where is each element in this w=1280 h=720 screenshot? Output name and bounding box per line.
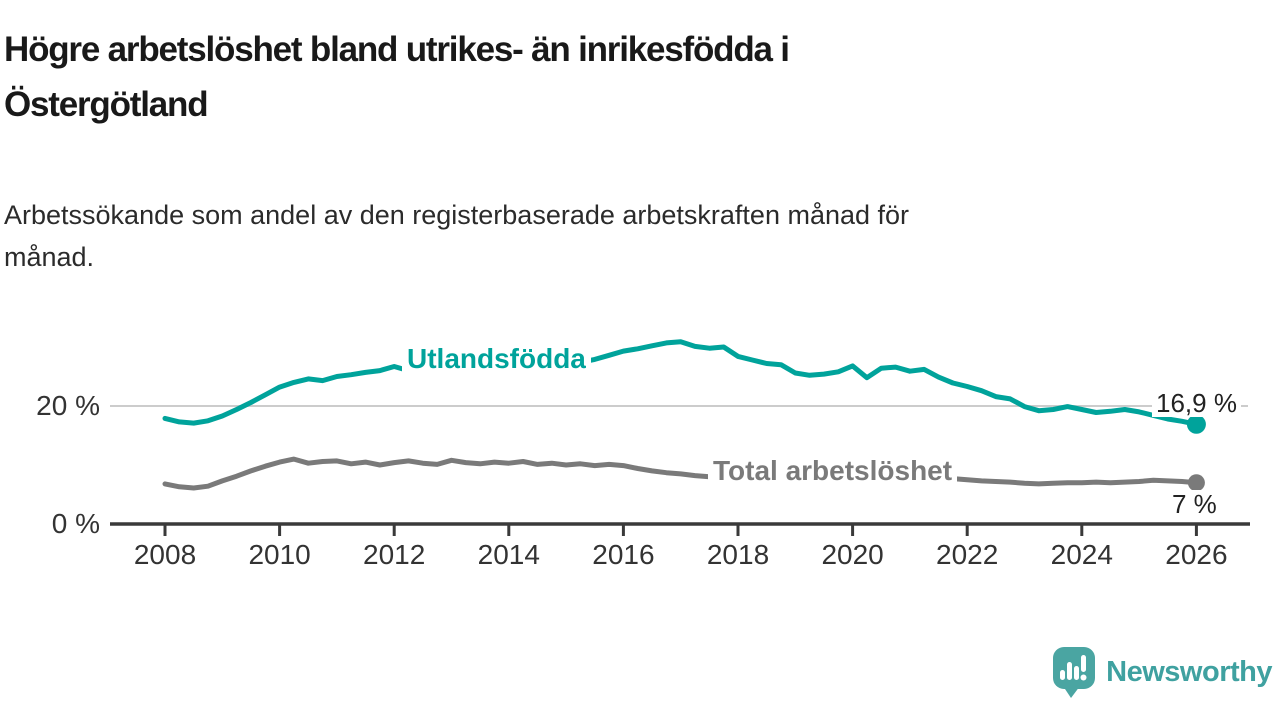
x-tick-label-2024: 2024 bbox=[1050, 539, 1113, 570]
chart-title-line-2: Östergötland bbox=[4, 85, 209, 124]
chart-subtitle-line-1: Arbetssökande som andel av den registerb… bbox=[4, 200, 910, 230]
series-line-0 bbox=[162, 339, 1199, 427]
end-dot-series-1 bbox=[1187, 474, 1205, 492]
x-tick-label-2018: 2018 bbox=[706, 539, 770, 570]
end-value-label-utlandsfodda: 16,9 % bbox=[1152, 389, 1241, 417]
x-tick-label-2026: 2026 bbox=[1165, 539, 1228, 570]
series-label-utlandsfodda: Utlandsfödda bbox=[402, 343, 591, 375]
x-tick-label-2008: 2008 bbox=[133, 539, 197, 570]
series-label-total-arbetsloshet: Total arbetslöshet bbox=[708, 455, 958, 487]
y-axis-label-20: 20 % bbox=[36, 390, 100, 421]
chart-title-line-1: Högre arbetslöshet bland utrikes- än inr… bbox=[4, 30, 790, 69]
chart-title: Högre arbetslöshet bland utrikes- än inr… bbox=[4, 22, 1114, 132]
series-line-1 bbox=[162, 456, 1199, 491]
x-tick-label-2022: 2022 bbox=[936, 539, 999, 570]
x-tick-label-2010: 2010 bbox=[248, 539, 311, 570]
chart-subtitle: Arbetssökande som andel av den registerb… bbox=[4, 194, 1194, 278]
end-value-label-total: 7 % bbox=[1168, 490, 1221, 518]
end-dot-series-0 bbox=[1186, 414, 1206, 434]
x-tick-label-2014: 2014 bbox=[477, 539, 540, 570]
chart-subtitle-line-2: månad. bbox=[4, 242, 95, 272]
branding-name: Newsworthy bbox=[1106, 655, 1272, 688]
x-tick-label-2016: 2016 bbox=[592, 539, 655, 570]
bar-chart-speech-bubble-icon bbox=[1053, 647, 1096, 698]
y-axis-label-0: 0 % bbox=[51, 508, 100, 539]
x-tick-label-2020: 2020 bbox=[821, 539, 884, 570]
x-tick-label-2012: 2012 bbox=[363, 539, 426, 570]
branding: Newsworthy bbox=[1052, 646, 1272, 698]
